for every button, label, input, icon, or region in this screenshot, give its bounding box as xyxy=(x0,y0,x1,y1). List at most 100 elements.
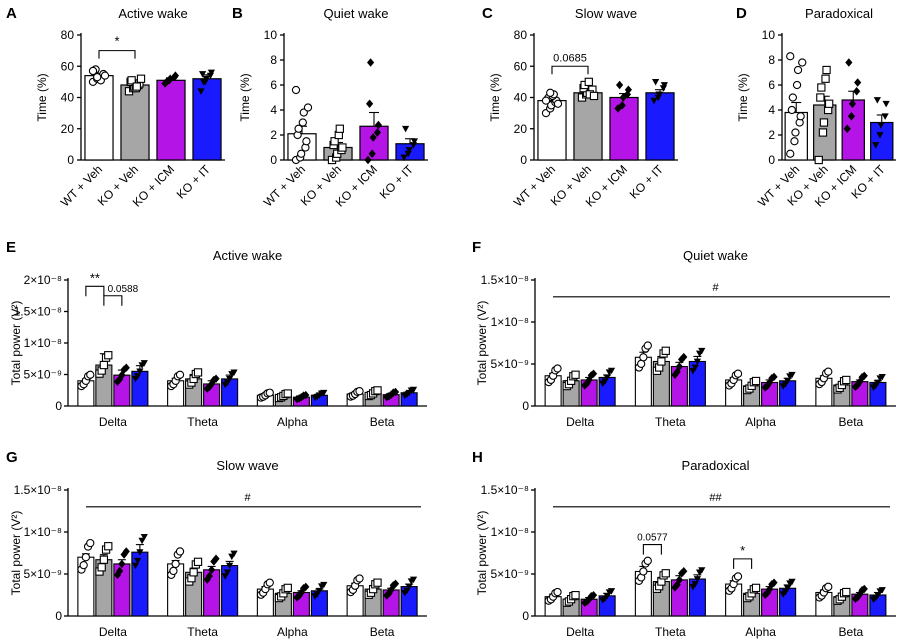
point-triangle xyxy=(197,88,205,95)
point-circle xyxy=(643,341,652,350)
panel-letter: C xyxy=(482,5,493,22)
point-circle xyxy=(788,93,797,102)
y-tick-label: 80 xyxy=(61,28,75,42)
point-triangle xyxy=(652,78,660,86)
point-triangle xyxy=(226,376,234,383)
x-tick-label: Alpha xyxy=(745,415,776,429)
point-triangle xyxy=(877,122,885,129)
point-circle xyxy=(733,572,743,581)
y-tick-label: 80 xyxy=(514,28,528,42)
y-tick-label: 4 xyxy=(768,103,775,117)
point-diamond xyxy=(116,566,124,576)
point-circle xyxy=(553,364,562,373)
point-diamond xyxy=(118,559,126,569)
point-diamond xyxy=(387,585,395,595)
point-circle xyxy=(824,582,833,591)
point-circle xyxy=(86,538,95,548)
point-diamond xyxy=(851,382,860,391)
point-triangle xyxy=(882,100,890,108)
x-tick-label: KO + IT xyxy=(174,162,214,202)
point-triangle xyxy=(140,533,148,541)
y-tick-label: 0 xyxy=(522,399,529,413)
point-diamond xyxy=(302,390,310,400)
significance-label: 0.0685 xyxy=(553,52,587,64)
y-tick-label: 20 xyxy=(514,122,528,136)
x-tick-label: Beta xyxy=(370,415,395,429)
point-diamond xyxy=(680,567,688,576)
y-tick-label: 1.5×10⁻⁸ xyxy=(14,305,62,319)
point-diamond xyxy=(302,582,310,592)
bar xyxy=(120,84,150,161)
point-square xyxy=(822,65,831,75)
bar xyxy=(645,92,675,161)
point-diamond xyxy=(860,371,868,380)
x-tick-label: Beta xyxy=(370,625,395,639)
point-circle xyxy=(639,567,648,576)
point-diamond xyxy=(583,379,591,388)
significance-label: ** xyxy=(90,270,100,285)
point-triangle xyxy=(693,358,701,366)
point-triangle xyxy=(404,150,412,158)
point-diamond xyxy=(671,370,679,380)
point-diamond xyxy=(761,383,769,392)
y-tick-label: 6 xyxy=(270,78,277,92)
point-triangle xyxy=(691,581,699,588)
x-tick-label: Theta xyxy=(187,625,218,639)
point-diamond xyxy=(675,362,683,371)
y-tick-label: 0 xyxy=(520,153,527,167)
point-square xyxy=(571,591,580,600)
point-diamond xyxy=(391,387,400,397)
point-circle xyxy=(175,547,185,556)
point-square xyxy=(661,346,670,355)
point-diamond xyxy=(295,591,303,600)
significance-bracket xyxy=(642,544,662,555)
point-circle xyxy=(294,124,303,133)
y-tick-label: 1.5×10⁻⁸ xyxy=(14,483,62,497)
point-circle xyxy=(796,112,805,121)
point-square xyxy=(816,93,825,102)
point-triangle xyxy=(872,142,880,149)
point-diamond xyxy=(761,590,769,599)
y-tick-label: 5×10⁻⁹ xyxy=(23,567,62,581)
significance-label: # xyxy=(712,282,719,294)
point-diamond xyxy=(843,124,851,133)
y-tick-label: 60 xyxy=(61,59,75,73)
y-tick-label: 10 xyxy=(264,28,278,42)
point-diamond xyxy=(212,554,220,563)
point-diamond xyxy=(364,155,372,165)
x-tick-label: KO + IT xyxy=(377,162,417,202)
x-tick-label: Beta xyxy=(839,415,864,429)
point-diamond xyxy=(581,381,589,390)
point-diamond xyxy=(851,594,860,603)
point-circle xyxy=(798,58,807,67)
point-triangle xyxy=(655,91,663,98)
significance-label: 0.0577 xyxy=(637,533,668,544)
point-circle xyxy=(639,353,648,362)
point-diamond xyxy=(383,591,391,600)
point-triangle xyxy=(607,367,616,375)
point-triangle xyxy=(878,373,886,381)
point-diamond xyxy=(171,71,179,80)
point-diamond xyxy=(763,588,772,597)
point-diamond xyxy=(583,597,591,606)
point-circle xyxy=(298,118,307,127)
panel-letter: D xyxy=(736,5,747,22)
significance-bracket xyxy=(103,295,123,306)
point-circle xyxy=(546,88,555,97)
point-triangle xyxy=(230,369,238,377)
point-diamond xyxy=(208,565,216,574)
y-axis-label: Time (%) xyxy=(238,73,252,121)
point-square xyxy=(99,360,109,370)
point-diamond xyxy=(122,547,130,556)
x-tick-label: Theta xyxy=(655,415,686,429)
point-diamond xyxy=(163,77,171,87)
point-circle xyxy=(81,553,91,562)
point-square xyxy=(571,370,580,379)
point-triangle xyxy=(315,587,323,595)
panel-letter: H xyxy=(472,449,483,466)
point-circle xyxy=(86,370,95,379)
point-triangle xyxy=(691,364,699,372)
x-tick-label: Theta xyxy=(655,625,686,639)
panel-letter: A xyxy=(6,5,17,22)
